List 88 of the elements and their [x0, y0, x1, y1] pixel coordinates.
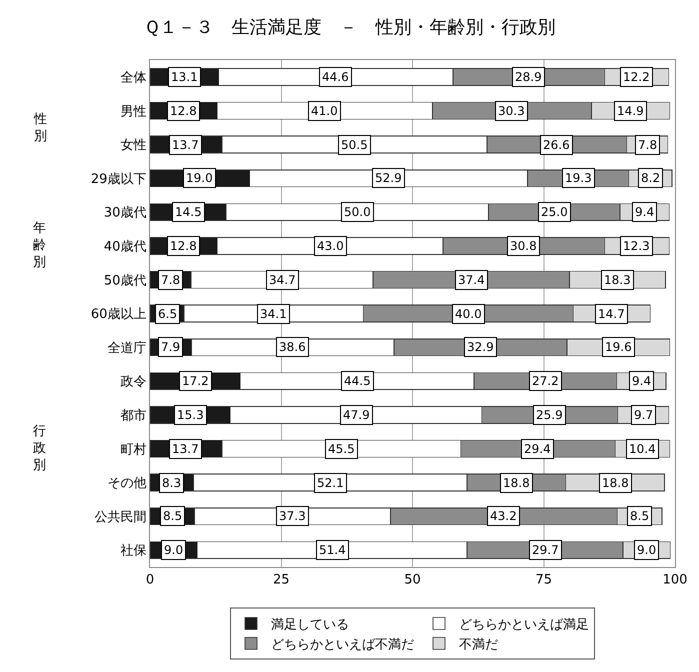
data-label: 32.9 [467, 340, 494, 354]
y-tick-label: 町村 [120, 442, 146, 458]
data-label: 26.6 [543, 138, 570, 152]
data-label: 9.0 [164, 543, 184, 557]
y-tick-label: 29歳以下 [90, 172, 146, 187]
data-label: 37.4 [458, 273, 485, 287]
data-label: 9.7 [634, 408, 654, 422]
data-label: 10.4 [629, 442, 656, 456]
data-label: 34.7 [269, 273, 296, 287]
data-label: 12.3 [623, 239, 650, 253]
data-label: 7.9 [161, 340, 180, 354]
x-tick-label: 75 [535, 572, 552, 588]
data-label: 12.2 [623, 70, 650, 84]
y-tick-label: 公共民間 [94, 510, 146, 525]
data-label: 7.8 [638, 138, 658, 152]
legend-label: 不満だ [459, 637, 498, 652]
data-label: 13.7 [172, 442, 199, 456]
y-tick-label: 都市 [120, 408, 146, 424]
data-label: 18.8 [602, 476, 629, 490]
data-label: 13.1 [171, 70, 198, 84]
y-tick-label: 40歳代 [104, 239, 146, 254]
y-tick-label: 30歳代 [104, 206, 146, 221]
data-label: 47.9 [343, 408, 370, 422]
data-label: 8.3 [162, 476, 182, 490]
data-label: 45.5 [328, 442, 355, 456]
data-label: 12.8 [170, 104, 197, 118]
data-label: 51.4 [319, 543, 346, 557]
data-label: 18.8 [503, 476, 530, 490]
y-tick-label: 社保 [120, 544, 146, 559]
data-label: 19.0 [186, 171, 213, 185]
data-label: 52.1 [317, 476, 344, 490]
y-tick-label: 50歳代 [104, 273, 146, 288]
data-label: 30.3 [498, 104, 525, 118]
data-label: 9.0 [637, 543, 656, 557]
y-tick-label: 男性 [120, 104, 146, 120]
data-label: 14.9 [617, 104, 644, 118]
data-label: 8.2 [641, 171, 660, 185]
data-label: 13.7 [172, 138, 199, 152]
x-tick-label: 50 [404, 572, 421, 588]
data-label: 29.7 [532, 543, 559, 557]
data-label: 17.2 [182, 374, 209, 388]
data-label: 9.4 [635, 205, 654, 219]
y-tick-label: その他 [107, 476, 146, 492]
data-label: 28.9 [515, 70, 542, 84]
data-label: 19.3 [565, 171, 592, 185]
data-label: 44.6 [322, 70, 349, 84]
data-label: 7.8 [161, 273, 180, 287]
data-label: 40.0 [455, 307, 482, 321]
chart-title: Ｑ１－３ 生活満足度 － 性別・年齢別・行政別 [144, 16, 556, 38]
data-label: 37.3 [279, 509, 306, 523]
text: 年齢別 [33, 221, 46, 270]
x-tick-label: 25 [272, 572, 290, 588]
data-label: 52.9 [375, 171, 402, 185]
data-label: 6.5 [158, 307, 178, 321]
data-label: 25.9 [536, 408, 563, 422]
x-tick-label: 0 [146, 572, 154, 588]
y-tick-label: 女性 [120, 138, 146, 154]
data-label: 41.0 [311, 104, 338, 118]
legend-label: 満足している [271, 618, 349, 633]
data-label: 19.6 [605, 340, 632, 354]
data-label: 18.3 [604, 273, 631, 287]
data-label: 25.0 [541, 205, 568, 219]
data-label: 43.0 [317, 239, 344, 253]
y-tick-label: 全体 [120, 70, 146, 86]
data-label: 29.4 [524, 442, 551, 456]
data-label: 38.6 [279, 340, 306, 354]
text: 性別 [33, 112, 47, 144]
x-tick-label: 100 [662, 572, 688, 588]
data-label: 9.4 [632, 374, 652, 388]
data-label: 15.3 [177, 408, 204, 422]
data-label: 30.8 [510, 239, 537, 253]
y-tick-label: 政令 [120, 374, 146, 390]
data-label: 44.5 [344, 374, 371, 388]
legend-label: どちらかといえば不満だ [271, 637, 414, 652]
data-label: 50.5 [341, 138, 368, 152]
data-label: 50.0 [344, 205, 371, 219]
data-label: 43.2 [490, 509, 517, 523]
data-label: 12.8 [170, 239, 197, 253]
legend-label: どちらかといえば満足 [459, 618, 589, 633]
data-label: 14.5 [175, 205, 202, 219]
y-tick-label: 全道庁 [107, 340, 146, 356]
data-label: 8.5 [163, 509, 182, 523]
data-label: 14.7 [598, 307, 625, 321]
data-label: 34.1 [260, 307, 287, 321]
data-label: 27.2 [532, 374, 559, 388]
data-label: 8.5 [630, 509, 650, 523]
y-tick-label: 60歳以上 [90, 307, 146, 322]
text: 行政別 [33, 424, 46, 473]
